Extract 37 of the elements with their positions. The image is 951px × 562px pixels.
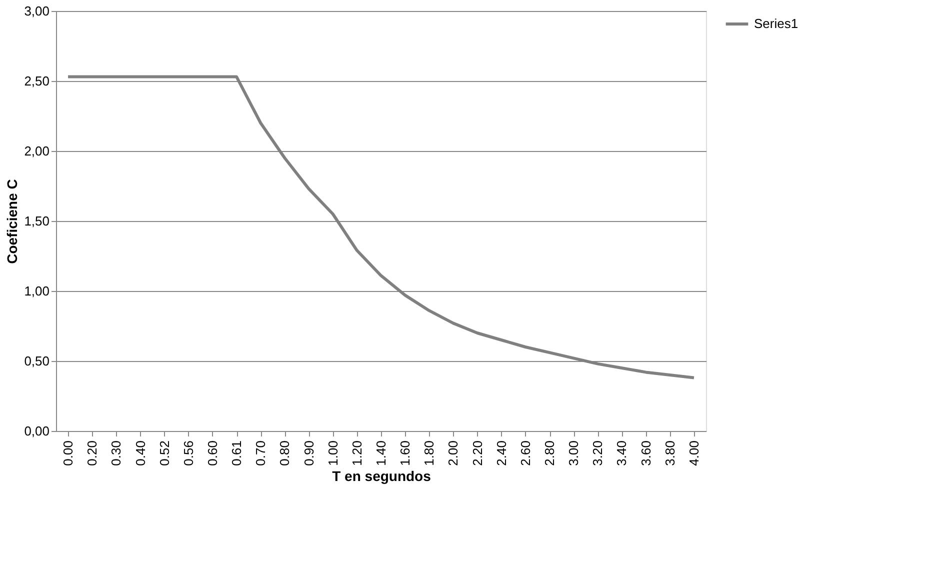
x-tick-label: 4.00 [686, 440, 702, 466]
x-tick-label: 1.80 [422, 440, 437, 466]
x-tick-label: 0.80 [277, 440, 292, 466]
x-tick-label: 2.20 [470, 440, 485, 466]
x-tick-label: 0.20 [84, 440, 100, 466]
x-tick-label: 2.00 [446, 440, 461, 466]
y-tick-label: 1,50 [24, 214, 50, 228]
y-tick-label: 1,00 [24, 284, 50, 298]
y-axis-title: Coeficiene C [4, 179, 20, 264]
y-tick-label: 3,00 [24, 4, 50, 18]
x-tick-label: 3.40 [614, 440, 630, 466]
x-tick-label: 2.80 [542, 440, 558, 466]
y-tick-label: 2,00 [24, 144, 50, 158]
x-tick-label: 0.60 [204, 440, 220, 466]
x-tick-label: 1.00 [325, 440, 340, 466]
x-tick-label: 1.60 [398, 440, 413, 466]
legend-label: Series1 [754, 16, 798, 31]
x-tick-label: 3.60 [638, 440, 654, 466]
x-tick-label: 0.56 [180, 440, 196, 466]
x-tick-label: 1.40 [374, 440, 388, 466]
x-tick-label: 1.20 [349, 440, 364, 466]
x-tick-label: 0.90 [301, 440, 316, 466]
x-tick-label: 0.70 [253, 440, 268, 466]
x-tick-label: 3.80 [662, 440, 678, 466]
x-tick-label: 0.61 [229, 440, 244, 466]
x-tick-label: 3.20 [590, 440, 606, 466]
x-tick-label: 3.00 [566, 440, 582, 466]
x-tick-label: 2.60 [518, 440, 533, 466]
y-tick-label: 2,50 [24, 74, 50, 88]
x-axis-title: T en segundos [332, 468, 432, 484]
x-tick-label: 0.52 [156, 440, 172, 466]
x-tick-label: 0.40 [132, 440, 148, 466]
y-tick-label: 0,00 [24, 424, 50, 438]
y-tick-label: 0,50 [24, 354, 50, 368]
x-tick-label: 2.40 [494, 440, 509, 466]
x-tick-label: 0.30 [108, 440, 124, 466]
x-tick-label: 0.00 [60, 440, 76, 466]
